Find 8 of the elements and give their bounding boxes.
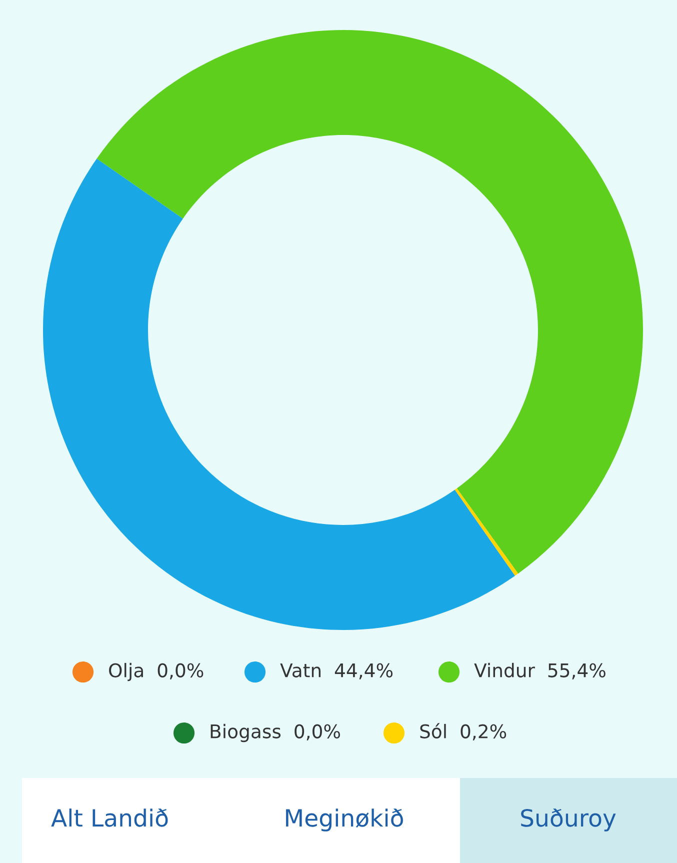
text: Suðuroy bbox=[521, 808, 616, 832]
text: Meginøkið bbox=[286, 808, 403, 832]
legend-label: Sól 0,2% bbox=[420, 723, 506, 740]
legend-label: Vindur 55,4% bbox=[474, 662, 606, 680]
legend-label: Olja 0,0% bbox=[109, 662, 204, 682]
legend-label: Vatn 44,4% bbox=[280, 663, 393, 680]
text: Alt Landið bbox=[51, 808, 168, 827]
legend-label: Biogass 0,0% bbox=[210, 724, 340, 742]
